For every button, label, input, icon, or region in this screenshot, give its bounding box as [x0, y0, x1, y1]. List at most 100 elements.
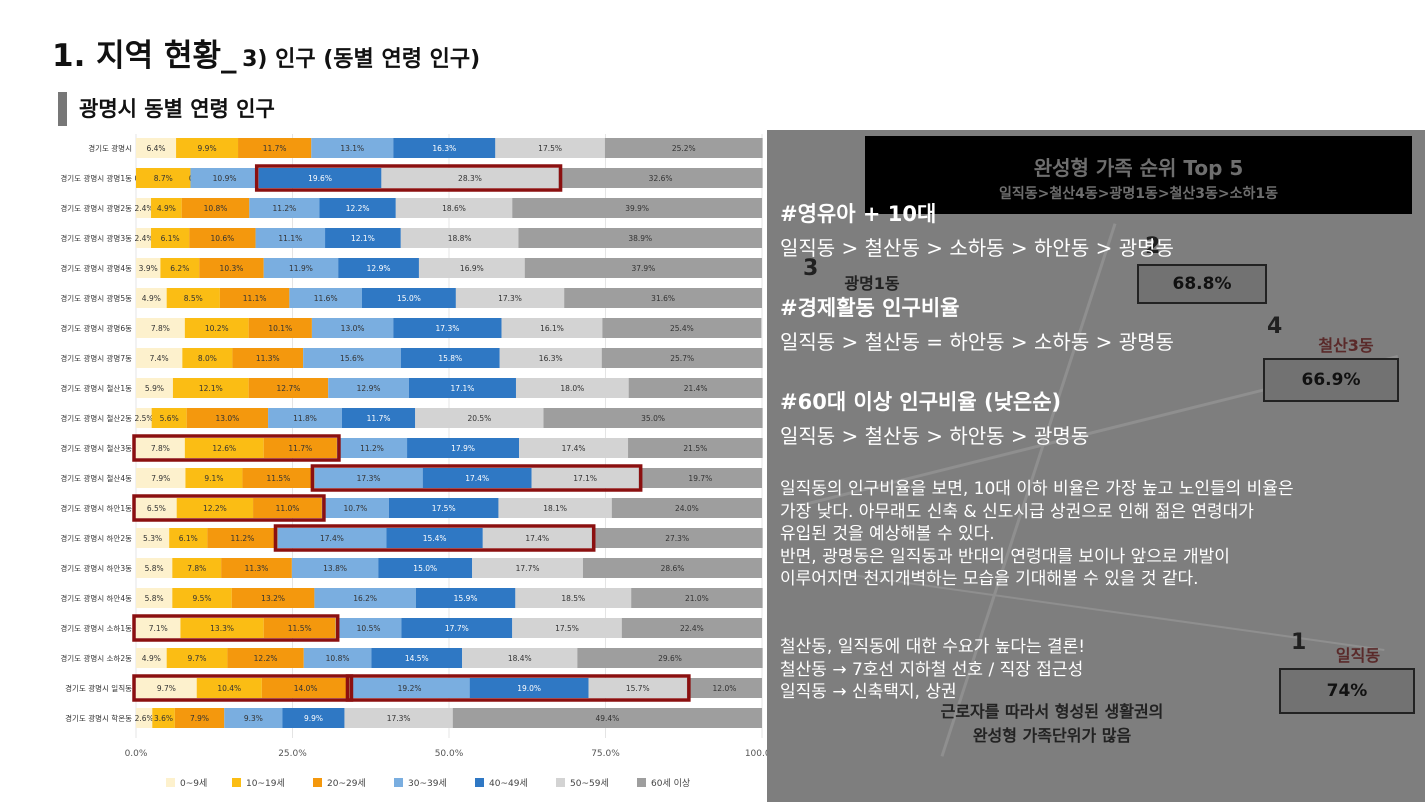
data-label: 15.7%: [626, 684, 650, 693]
rank-3-number: 3: [803, 256, 819, 281]
section-text-youth: 일직동 > 철산동 > 소하동 > 하안동 > 광명동: [780, 236, 1174, 260]
data-label: 11.3%: [256, 354, 280, 363]
data-label: 18.6%: [442, 204, 466, 213]
analysis-line: 반면, 광명동은 일직동과 반대의 연령대를 보이나 앞으로 개발이: [780, 546, 1230, 567]
bar-segment: [400, 228, 519, 248]
bar-segment: [495, 138, 605, 158]
data-label: 25.2%: [672, 144, 696, 153]
bar-segment: [277, 528, 387, 548]
bar-segment: [512, 198, 762, 218]
bar-segment: [249, 198, 320, 218]
data-label: 15.8%: [438, 354, 462, 363]
data-label: 11.7%: [263, 144, 287, 153]
data-label: 22.4%: [680, 624, 704, 633]
info-overlay: 완성형 가족 순위 Top 5 일직동>철산4동>광명1동>철산3동>소하1동 …: [767, 130, 1425, 802]
conclusion-paragraph: 철산동, 일직동에 대한 수요가 높다는 결론! 철산동 → 7호선 지하철 선…: [780, 636, 1085, 704]
bar-segment: [261, 678, 350, 698]
bar-segment: [631, 588, 763, 608]
bar-segment: [136, 468, 186, 488]
bar-segment: [136, 228, 152, 248]
data-label: 11.7%: [288, 444, 312, 453]
analysis-line: 이루어지면 천지개벽하는 모습을 기대해볼 수 있을 것 같다.: [780, 569, 1199, 589]
category-label: 경기도 광명시 광명4동: [60, 263, 132, 273]
highlight-box: [254, 164, 563, 192]
data-label: 12.0%: [713, 684, 737, 693]
rank-4-number: 4: [1267, 314, 1283, 339]
bar-segment: [181, 198, 250, 218]
bar-segment: [349, 678, 470, 698]
bar-segment: [268, 408, 342, 428]
x-tick-label: 25.0%: [278, 749, 307, 759]
data-label: 3.9%: [139, 264, 158, 273]
bar-segment: [289, 288, 362, 308]
bar-segment: [224, 708, 283, 728]
data-label: 17.4%: [320, 534, 344, 543]
section-text-elderly: 일직동 > 철산동 > 하안동 > 광명동: [780, 424, 1090, 448]
conclusion-line: 철산동 → 7호선 지하철 선호 / 직장 접근성: [780, 659, 1084, 680]
data-label: 18.4%: [508, 654, 532, 663]
bar-segment: [455, 288, 565, 308]
bar-segment: [338, 258, 419, 278]
data-label: 17.1%: [451, 384, 475, 393]
category-label: 경기도 광명시 철산1동: [60, 383, 132, 393]
legend-swatch: [232, 778, 241, 787]
highlight-box: [132, 674, 354, 702]
data-label: 15.0%: [397, 294, 421, 303]
bar-segment: [686, 678, 762, 698]
bar-segment: [422, 468, 532, 488]
bar-segment: [189, 228, 256, 248]
data-label: 12.2%: [203, 504, 227, 513]
data-label: 11.5%: [288, 624, 312, 633]
data-label: 16.3%: [539, 354, 563, 363]
bar-segment: [151, 228, 190, 248]
conclusion-line: 일직동 → 신축택지, 상권: [780, 682, 957, 702]
bar-segment: [253, 498, 322, 518]
data-label: 10.8%: [326, 654, 350, 663]
bar-segment: [564, 288, 762, 308]
data-label: 11.1%: [243, 294, 267, 303]
data-label: 16.3%: [432, 144, 456, 153]
data-label: 18.8%: [448, 234, 472, 243]
bar-segment: [499, 348, 602, 368]
bar-segment: [472, 558, 583, 578]
data-label: 37.9%: [631, 264, 655, 273]
bar-segment: [311, 318, 394, 338]
data-label: 6.1%: [161, 234, 180, 243]
data-label: 35.0%: [641, 414, 665, 423]
data-label: 10.7%: [343, 504, 367, 513]
section-tag-elderly: #60대 이상 인구비율 (낮은순): [780, 390, 1062, 414]
bar-segment: [182, 348, 233, 368]
bar-segment: [524, 258, 762, 278]
legend-swatch: [394, 778, 403, 787]
bar-segment: [628, 378, 763, 398]
data-label: 12.7%: [277, 384, 301, 393]
data-label: 12.9%: [357, 384, 381, 393]
data-label: 25.4%: [670, 324, 694, 333]
data-label: 25.7%: [670, 354, 694, 363]
bar-segment: [591, 528, 763, 548]
data-label: 12.2%: [254, 654, 278, 663]
page-title-main: 1. 지역 현황_: [52, 38, 237, 74]
bar-segment: [588, 678, 687, 698]
bar-segment: [418, 258, 525, 278]
bar-segment: [207, 528, 278, 548]
bar-segment: [515, 588, 632, 608]
legend-label: 20~29세: [327, 778, 366, 789]
bar-segment: [321, 498, 389, 518]
category-label: 경기도 광명시 철산4동: [60, 473, 132, 483]
rank-1-name: 일직동: [1335, 646, 1381, 665]
bar-segment: [282, 708, 345, 728]
data-label: 21.4%: [684, 384, 708, 393]
category-label: 경기도 광명시 광명1동: [60, 173, 132, 183]
category-label: 경기도 광명시 학온동: [65, 713, 132, 723]
category-label: 경기도 광명시 광명3동: [60, 233, 132, 243]
category-label: 경기도 광명시 철산2동: [60, 413, 132, 423]
data-label: 2.4%: [134, 204, 153, 213]
data-label: 14.0%: [294, 684, 318, 693]
category-label: 경기도 광명시 광명6동: [60, 323, 132, 333]
bar-segment: [136, 678, 197, 698]
section-tag-youth: #영유아 + 10대: [780, 202, 937, 226]
data-label: 11.1%: [278, 234, 302, 243]
category-label: 경기도 광명시 일직동: [65, 683, 132, 693]
data-label: 9.7%: [157, 684, 176, 693]
